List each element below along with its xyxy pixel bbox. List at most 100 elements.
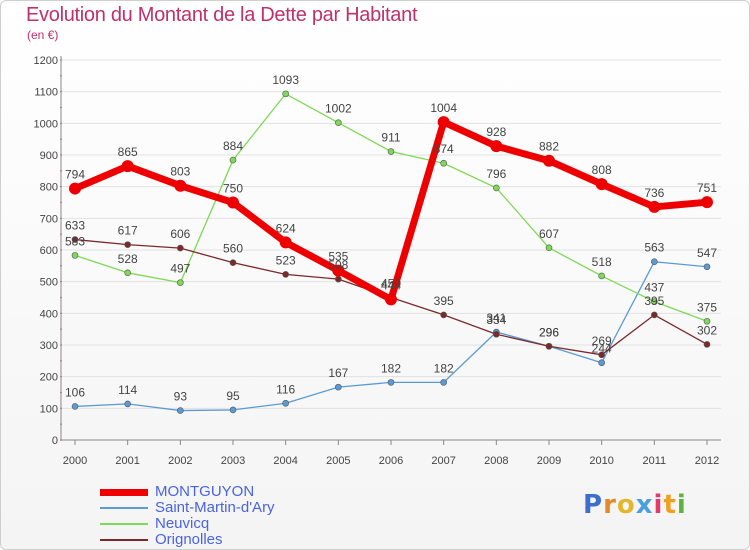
data-point [335,119,342,126]
data-point [335,275,342,283]
x-tick-label: 2005 [326,455,350,467]
data-point [387,148,395,155]
logo-letter: i [653,490,664,520]
data-point [598,351,605,359]
data-point [71,252,79,259]
data-label: 182 [434,361,454,375]
data-point [229,259,237,266]
logo-letter: P [583,490,604,520]
legend-label: Saint-Martin-d'Ary [155,499,275,516]
data-label: 560 [223,242,243,256]
data-label: 518 [592,255,612,269]
y-tick-label: 600 [40,245,58,257]
data-point [71,236,79,243]
x-tick-label: 2010 [589,455,613,467]
logo-letter: x [635,490,654,520]
data-point [227,196,239,209]
data-point [177,279,184,286]
proxiti-logo: Proxiti [583,490,687,520]
data-point [651,311,658,319]
data-label: 808 [592,163,612,177]
data-point [69,182,81,195]
data-point [385,293,397,306]
data-label: 114 [118,383,137,397]
data-label: 750 [223,182,243,196]
data-point [177,244,184,252]
x-tick-label: 2011 [643,455,667,467]
data-label: 607 [539,227,559,241]
data-label: 874 [434,142,454,156]
data-point [335,383,342,391]
data-label: 528 [118,252,138,266]
data-label: 508 [328,258,348,272]
data-point [598,272,605,280]
data-point [543,154,555,167]
data-point [387,379,395,386]
data-point [440,311,447,319]
data-label: 450 [381,277,401,291]
data-label: 865 [118,145,138,159]
y-tick-label: 0 [52,435,58,447]
data-label: 606 [170,227,190,241]
data-label: 244 [592,342,612,356]
data-point [703,263,711,271]
data-label: 751 [697,181,717,195]
data-point [598,359,605,367]
x-tick-label: 2000 [63,455,87,467]
logo-letter: i [676,490,687,520]
y-tick-label: 1200 [34,55,58,67]
legend-swatch [100,523,148,525]
data-point [648,200,661,213]
data-label: 296 [539,325,559,339]
data-point [229,156,237,164]
y-tick-label: 100 [40,403,58,415]
data-label: 1002 [325,102,352,116]
data-point [490,140,503,153]
y-axis-unit: (en €) [27,28,59,42]
y-tick-label: 700 [40,213,58,225]
x-tick-label: 2004 [273,455,297,467]
logo-letter: o [616,490,636,520]
data-label: 334 [486,313,506,327]
data-label: 444 [381,278,401,292]
data-label: 911 [381,131,400,145]
data-label: 928 [486,125,506,139]
data-label: 437 [644,281,664,295]
data-point [229,406,237,414]
data-label: 803 [170,165,190,179]
data-point [282,271,289,278]
x-tick-label: 2002 [168,455,192,467]
data-label: 302 [697,323,717,337]
data-label: 395 [644,294,664,308]
y-tick-label: 300 [40,340,58,352]
data-label: 182 [381,361,401,375]
data-label: 93 [174,390,188,404]
data-label: 395 [434,294,454,308]
chart-title: Evolution du Montant de la Dette par Hab… [26,4,418,26]
y-tick-label: 900 [40,150,58,162]
data-point [493,184,500,192]
data-label: 583 [65,234,85,248]
data-label: 497 [170,262,190,276]
y-tick-label: 800 [40,182,58,194]
data-label: 106 [65,385,85,399]
data-point [703,341,711,348]
data-point [440,159,447,167]
data-label: 296 [539,325,559,339]
legend-swatch [100,539,148,541]
x-tick-label: 2007 [431,455,455,467]
data-label: 535 [328,250,348,264]
data-label: 95 [226,389,240,403]
data-point [701,196,713,209]
data-label: 269 [592,334,612,348]
data-label: 617 [118,224,138,238]
data-point [437,116,450,129]
data-point [124,241,131,248]
data-label: 796 [486,167,506,181]
data-point [493,330,500,338]
data-point [595,178,608,191]
data-point [440,379,447,386]
legend-label: Orignolles [155,531,223,548]
data-point [124,269,131,277]
y-tick-label: 200 [40,372,58,384]
